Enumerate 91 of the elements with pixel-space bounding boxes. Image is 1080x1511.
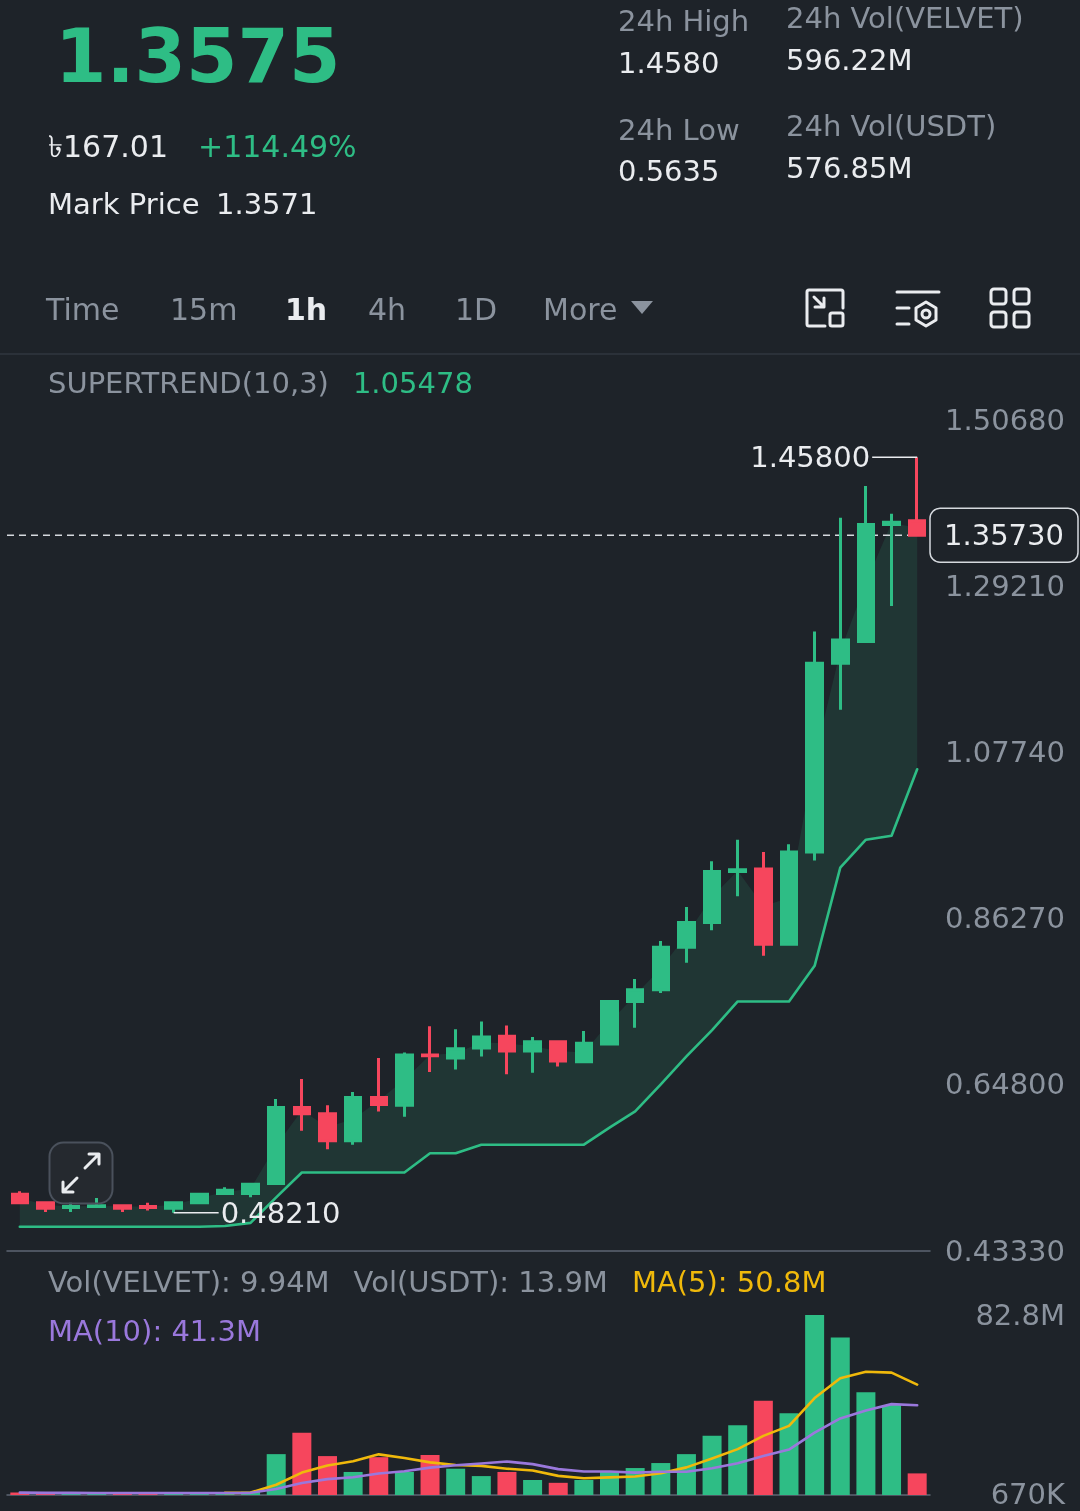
bar — [548, 1482, 568, 1495]
bar — [394, 1471, 414, 1495]
text: ৳167.01 — [48, 129, 168, 164]
candlestick — [805, 631, 824, 861]
annotation: 1.45800 — [750, 440, 871, 475]
candlestick — [831, 517, 850, 710]
text: More — [543, 292, 618, 327]
candlestick — [139, 1202, 157, 1211]
candlestick — [882, 513, 901, 606]
candlestick — [652, 941, 670, 993]
candlestick — [395, 1052, 414, 1117]
candlestick — [190, 1191, 209, 1206]
candlestick — [421, 1026, 439, 1072]
text: 1h — [285, 292, 328, 327]
text: 1D — [455, 292, 498, 327]
candlestick — [267, 1099, 285, 1185]
bar — [497, 1471, 517, 1495]
text: 0.5635 — [618, 153, 720, 188]
text: 15m — [170, 292, 238, 327]
text: Mark Price — [48, 186, 200, 221]
bar — [830, 1337, 850, 1495]
candlestick — [600, 999, 619, 1046]
text: Vol(USDT): 13.9M — [353, 1264, 608, 1301]
text: 1.3575 — [55, 13, 341, 99]
bar — [882, 1405, 902, 1495]
candlestick — [728, 839, 747, 897]
y-tick-label: 670K — [990, 1476, 1066, 1511]
candlestick — [626, 979, 644, 1028]
candlestick — [113, 1204, 132, 1213]
candlestick — [87, 1198, 106, 1209]
bar — [471, 1476, 491, 1495]
text: 1.05478 — [352, 365, 473, 402]
candlestick — [780, 844, 798, 946]
candlestick — [703, 861, 721, 931]
text: 24h Vol(VELVET) — [786, 0, 1024, 35]
text: 24h Low — [618, 112, 740, 147]
text: 596.22M — [786, 42, 913, 77]
y-tick-label: 1.29210 — [945, 568, 1065, 603]
candlestick — [241, 1181, 260, 1199]
candlestick — [344, 1092, 362, 1145]
bar — [805, 1315, 825, 1495]
text: 1.3571 — [216, 186, 318, 221]
bar — [856, 1392, 876, 1495]
line-series — [18, 767, 919, 1229]
y-tick-label: 1.50680 — [945, 402, 1065, 437]
candlestick — [216, 1187, 234, 1195]
bar — [574, 1480, 594, 1495]
candlestick — [575, 1030, 593, 1064]
text: MA(5): 50.8M — [631, 1264, 827, 1301]
bar — [728, 1425, 748, 1495]
y-tick-label: 1.07740 — [945, 734, 1065, 769]
text: 24h Vol(USDT) — [786, 108, 997, 143]
bar — [779, 1413, 799, 1495]
candlestick — [446, 1029, 465, 1070]
bar — [907, 1473, 927, 1495]
annotation: MA(10): 41.3M — [48, 1313, 261, 1350]
text: 4h — [368, 292, 407, 327]
text: +114.49% — [198, 129, 357, 164]
text: 576.85M — [786, 150, 913, 185]
ref-line-label: 1.35730 — [944, 518, 1064, 553]
candlestick — [164, 1201, 183, 1215]
candlestick — [523, 1037, 542, 1073]
y-tick-label: 0.86270 — [945, 901, 1065, 936]
y-tick-label: 82.8M — [975, 1298, 1065, 1332]
bar — [446, 1468, 466, 1495]
candlestick — [36, 1201, 55, 1213]
text: SUPERTREND(10,3) — [48, 365, 329, 402]
y-tick-label: 0.64800 — [945, 1067, 1065, 1102]
line-series — [18, 1402, 919, 1495]
bar — [523, 1480, 543, 1495]
bar — [702, 1435, 722, 1495]
candlestick — [62, 1201, 80, 1214]
text: Time — [46, 292, 120, 327]
text: 24h High — [618, 3, 750, 38]
candlestick — [908, 457, 926, 537]
text: Vol(VELVET): 9.94M — [48, 1264, 330, 1301]
candlestick — [11, 1189, 29, 1206]
candlestick — [754, 852, 773, 956]
y-tick-label: 0.43330 — [945, 1233, 1065, 1268]
candlestick — [318, 1105, 337, 1150]
candlestick — [370, 1057, 388, 1112]
candlestick — [549, 1040, 567, 1067]
text: 1.4580 — [618, 45, 720, 80]
bar — [753, 1400, 773, 1495]
bar — [292, 1432, 312, 1495]
bar — [369, 1457, 389, 1495]
candlestick — [293, 1078, 311, 1131]
candlestick — [472, 1021, 491, 1057]
candlestick — [677, 907, 696, 963]
candlestick — [498, 1025, 516, 1075]
candlestick — [857, 485, 875, 644]
